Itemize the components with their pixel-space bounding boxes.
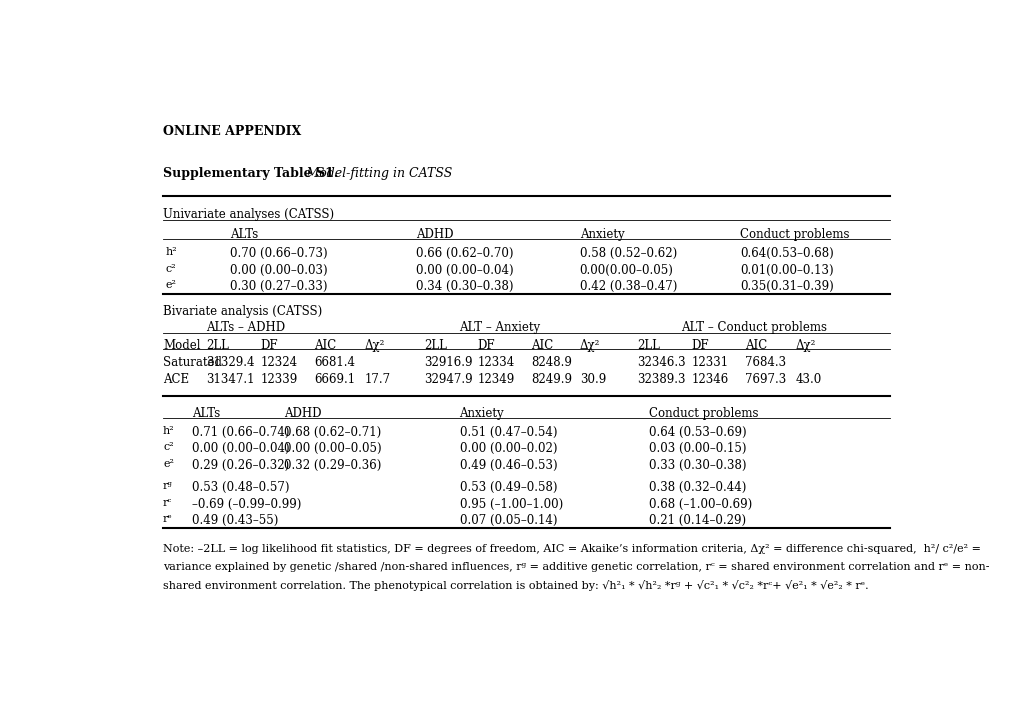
Text: ONLINE APPENDIX: ONLINE APPENDIX [163, 125, 301, 138]
Text: DF: DF [260, 339, 277, 352]
Text: c²: c² [163, 442, 173, 452]
Text: ALTs: ALTs [193, 408, 220, 420]
Text: 12331: 12331 [691, 356, 728, 369]
Text: 2LL: 2LL [206, 339, 229, 352]
Text: 0.29 (0.26–0.32): 0.29 (0.26–0.32) [193, 459, 289, 472]
Text: DF: DF [691, 339, 708, 352]
Text: 0.68 (–1.00–0.69): 0.68 (–1.00–0.69) [649, 498, 752, 510]
Text: 0.71 (0.66–0.74): 0.71 (0.66–0.74) [193, 426, 289, 438]
Text: 12339: 12339 [260, 373, 298, 386]
Text: 0.32 (0.29–0.36): 0.32 (0.29–0.36) [283, 459, 381, 472]
Text: 2LL: 2LL [424, 339, 446, 352]
Text: 31329.4: 31329.4 [206, 356, 255, 369]
Text: 0.38 (0.32–0.44): 0.38 (0.32–0.44) [649, 481, 746, 494]
Text: 0.07 (0.05–0.14): 0.07 (0.05–0.14) [459, 514, 556, 527]
Text: 0.03 (0.00–0.15): 0.03 (0.00–0.15) [649, 442, 746, 455]
Text: ALT – Anxiety: ALT – Anxiety [459, 321, 540, 335]
Text: 8249.9: 8249.9 [531, 373, 572, 386]
Text: DF: DF [477, 339, 495, 352]
Text: ADHD: ADHD [283, 408, 321, 420]
Text: 0.49 (0.43–55): 0.49 (0.43–55) [193, 514, 278, 527]
Text: Conduct problems: Conduct problems [740, 228, 849, 240]
Text: c²: c² [165, 264, 176, 274]
Text: variance explained by genetic /shared /non-shared influences, rᵍ = additive gene: variance explained by genetic /shared /n… [163, 562, 988, 572]
Text: rᵍ: rᵍ [163, 481, 173, 491]
Text: ALTs: ALTs [230, 228, 258, 240]
Text: Univariate analyses (CATSS): Univariate analyses (CATSS) [163, 208, 334, 221]
Text: 0.00 (0.00–0.04): 0.00 (0.00–0.04) [416, 264, 514, 276]
Text: 32389.3: 32389.3 [637, 373, 685, 386]
Text: 12346: 12346 [691, 373, 728, 386]
Text: 32916.9: 32916.9 [424, 356, 472, 369]
Text: 0.00 (0.00–0.04): 0.00 (0.00–0.04) [193, 442, 289, 455]
Text: ADHD: ADHD [416, 228, 453, 240]
Text: 0.51 (0.47–0.54): 0.51 (0.47–0.54) [459, 426, 556, 438]
Text: 0.00 (0.00–0.05): 0.00 (0.00–0.05) [283, 442, 381, 455]
Text: –0.69 (–0.99–0.99): –0.69 (–0.99–0.99) [193, 498, 302, 510]
Text: 8248.9: 8248.9 [531, 356, 572, 369]
Text: 32346.3: 32346.3 [637, 356, 686, 369]
Text: Anxiety: Anxiety [579, 228, 624, 240]
Text: AIC: AIC [531, 339, 553, 352]
Text: Δχ²: Δχ² [365, 339, 384, 352]
Text: AIC: AIC [744, 339, 766, 352]
Text: 12334: 12334 [477, 356, 515, 369]
Text: 0.64 (0.53–0.69): 0.64 (0.53–0.69) [649, 426, 746, 438]
Text: 17.7: 17.7 [365, 373, 390, 386]
Text: AIC: AIC [314, 339, 336, 352]
Text: Supplementary Table S1.: Supplementary Table S1. [163, 167, 338, 180]
Text: 0.00 (0.00–0.02): 0.00 (0.00–0.02) [459, 442, 556, 455]
Text: Δχ²: Δχ² [579, 339, 599, 352]
Text: 0.01(0.00–0.13): 0.01(0.00–0.13) [740, 264, 833, 276]
Text: 0.00 (0.00–0.03): 0.00 (0.00–0.03) [230, 264, 327, 276]
Text: h²: h² [165, 247, 177, 257]
Text: 32947.9: 32947.9 [424, 373, 472, 386]
Text: ALT – Conduct problems: ALT – Conduct problems [681, 321, 826, 335]
Text: 0.49 (0.46–0.53): 0.49 (0.46–0.53) [459, 459, 556, 472]
Text: shared environment correlation. The phenotypical correlation is obtained by: √h²: shared environment correlation. The phen… [163, 580, 868, 591]
Text: 30.9: 30.9 [579, 373, 605, 386]
Text: 0.70 (0.66–0.73): 0.70 (0.66–0.73) [230, 247, 327, 260]
Text: 31347.1: 31347.1 [206, 373, 255, 386]
Text: 12349: 12349 [477, 373, 515, 386]
Text: 0.21 (0.14–0.29): 0.21 (0.14–0.29) [649, 514, 746, 527]
Text: 0.53 (0.49–0.58): 0.53 (0.49–0.58) [459, 481, 556, 494]
Text: 0.53 (0.48–0.57): 0.53 (0.48–0.57) [193, 481, 289, 494]
Text: 0.64(0.53–0.68): 0.64(0.53–0.68) [740, 247, 834, 260]
Text: Δχ²: Δχ² [795, 339, 815, 352]
Text: 43.0: 43.0 [795, 373, 821, 386]
Text: Conduct problems: Conduct problems [649, 408, 758, 420]
Text: h²: h² [163, 426, 174, 436]
Text: 7697.3: 7697.3 [744, 373, 786, 386]
Text: 0.33 (0.30–0.38): 0.33 (0.30–0.38) [649, 459, 746, 472]
Text: ACE: ACE [163, 373, 189, 386]
Text: Model-fitting in CATSS: Model-fitting in CATSS [304, 167, 451, 180]
Text: Saturated: Saturated [163, 356, 222, 369]
Text: 0.30 (0.27–0.33): 0.30 (0.27–0.33) [230, 280, 327, 294]
Text: Model: Model [163, 339, 201, 352]
Text: Bivariate analysis (CATSS): Bivariate analysis (CATSS) [163, 305, 322, 318]
Text: 0.68 (0.62–0.71): 0.68 (0.62–0.71) [283, 426, 381, 438]
Text: 2LL: 2LL [637, 339, 659, 352]
Text: e²: e² [165, 280, 176, 290]
Text: ALTs – ADHD: ALTs – ADHD [206, 321, 285, 335]
Text: 0.34 (0.30–0.38): 0.34 (0.30–0.38) [416, 280, 513, 294]
Text: 12324: 12324 [260, 356, 298, 369]
Text: Note: –2LL = log likelihood fit statistics, DF = degrees of freedom, AIC = Akaik: Note: –2LL = log likelihood fit statisti… [163, 544, 980, 554]
Text: 7684.3: 7684.3 [744, 356, 786, 369]
Text: 0.66 (0.62–0.70): 0.66 (0.62–0.70) [416, 247, 513, 260]
Text: e²: e² [163, 459, 174, 469]
Text: Anxiety: Anxiety [459, 408, 503, 420]
Text: 0.42 (0.38–0.47): 0.42 (0.38–0.47) [579, 280, 677, 294]
Text: 6681.4: 6681.4 [314, 356, 355, 369]
Text: 0.58 (0.52–0.62): 0.58 (0.52–0.62) [579, 247, 677, 260]
Text: 0.95 (–1.00–1.00): 0.95 (–1.00–1.00) [459, 498, 562, 510]
Text: rᶜ: rᶜ [163, 498, 172, 508]
Text: rᵉ: rᵉ [163, 514, 172, 524]
Text: 6669.1: 6669.1 [314, 373, 355, 386]
Text: 0.00(0.00–0.05): 0.00(0.00–0.05) [579, 264, 673, 276]
Text: 0.35(0.31–0.39): 0.35(0.31–0.39) [740, 280, 834, 294]
